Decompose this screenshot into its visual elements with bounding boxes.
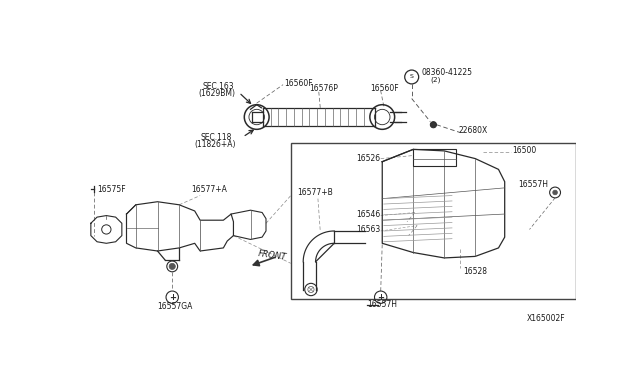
Text: 08360-41225: 08360-41225 bbox=[421, 68, 472, 77]
Text: 16557H: 16557H bbox=[518, 180, 548, 189]
Text: 16557H: 16557H bbox=[367, 301, 397, 310]
Text: S: S bbox=[410, 74, 413, 80]
Text: 16577+A: 16577+A bbox=[191, 185, 227, 194]
Text: SEC.118: SEC.118 bbox=[200, 132, 232, 141]
Text: 16546: 16546 bbox=[356, 209, 381, 218]
Text: (2): (2) bbox=[430, 77, 441, 83]
Text: +: + bbox=[169, 293, 176, 302]
Text: 16563: 16563 bbox=[356, 225, 381, 234]
Text: 22680X: 22680X bbox=[458, 126, 488, 135]
Text: +: + bbox=[377, 293, 384, 302]
Text: 16526: 16526 bbox=[356, 154, 381, 163]
Text: X165002F: X165002F bbox=[527, 314, 565, 323]
Text: (1629BM): (1629BM) bbox=[198, 89, 236, 99]
Bar bbox=[413, 150, 456, 166]
Text: 16560F: 16560F bbox=[285, 78, 313, 88]
Text: 16560F: 16560F bbox=[370, 84, 399, 93]
Text: 16500: 16500 bbox=[513, 147, 537, 155]
Text: 16528: 16528 bbox=[463, 267, 487, 276]
Circle shape bbox=[430, 122, 436, 128]
Text: 16557GA: 16557GA bbox=[157, 302, 192, 311]
Text: 16575F: 16575F bbox=[97, 185, 125, 194]
Text: FRONT: FRONT bbox=[258, 249, 287, 262]
Text: (11826+A): (11826+A) bbox=[195, 140, 236, 149]
Circle shape bbox=[553, 190, 557, 195]
Text: 16577+B: 16577+B bbox=[297, 188, 333, 197]
Text: SEC.163: SEC.163 bbox=[202, 83, 234, 92]
Text: 16576P: 16576P bbox=[309, 84, 339, 93]
Bar bbox=[291, 143, 576, 299]
Circle shape bbox=[169, 263, 175, 269]
